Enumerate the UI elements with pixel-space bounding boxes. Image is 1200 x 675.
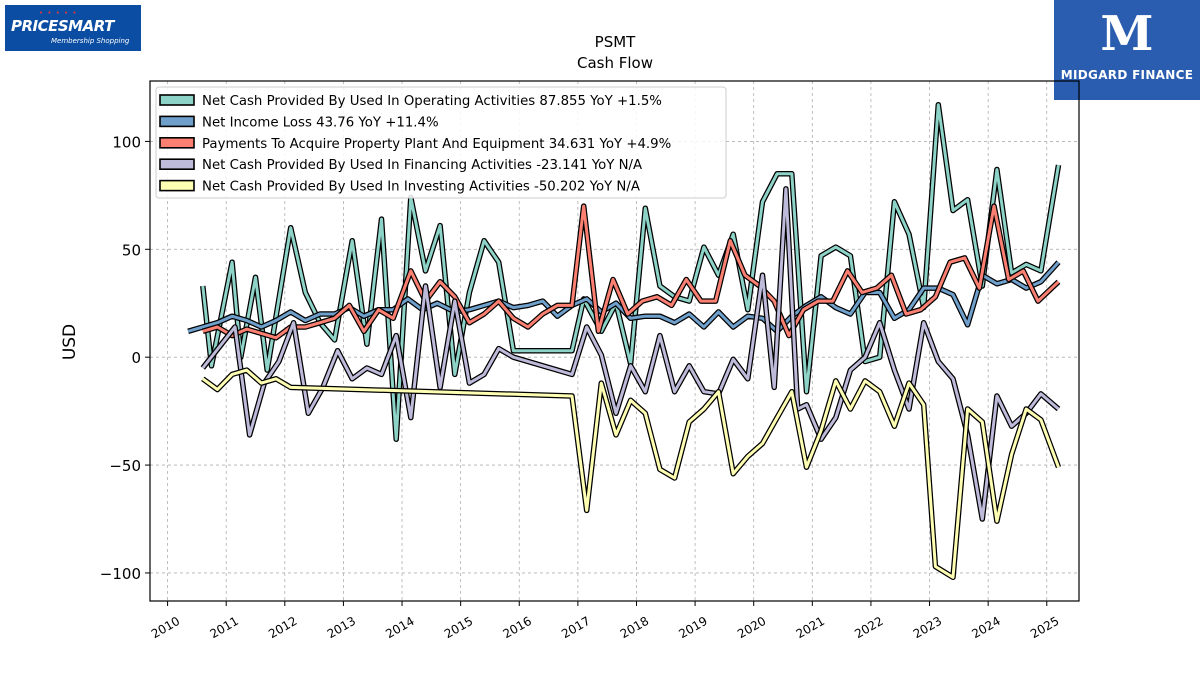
x-ticks: 2010 2011 2012 2013 2014 2015 2016 2017 2018 2019… — [149, 601, 1061, 641]
series-stroke — [201, 187, 1060, 521]
legend-swatch — [159, 115, 195, 128]
y-tick-label: −50 — [109, 457, 141, 475]
x-tick-label: 2019 — [676, 614, 709, 641]
x-tick-label: 2014 — [383, 614, 416, 641]
y-ticks: −100 −50 0 50 100 — [100, 133, 150, 583]
legend-swatch — [159, 179, 195, 192]
legend-label: Net Cash Provided By Used In Financing A… — [202, 158, 642, 173]
x-tick-label: 2025 — [1028, 614, 1061, 641]
y-tick-label: 0 — [131, 349, 141, 367]
legend-swatch — [159, 137, 195, 149]
series-stroke — [201, 368, 1060, 579]
series-line — [187, 260, 1061, 335]
x-tick-label: 2023 — [911, 614, 944, 641]
logo-dots: • • • • • — [39, 9, 78, 17]
x-tick-label: 2010 — [149, 614, 182, 641]
legend-item: Net Income Loss 43.76 YoY +11.4% — [159, 115, 439, 130]
y-tick-label: 50 — [122, 241, 141, 259]
x-tick-label: 2024 — [969, 614, 1002, 641]
y-axis-label: USD — [60, 324, 80, 360]
legend-item: Net Cash Provided By Used In Investing A… — [159, 179, 640, 195]
legend: Net Cash Provided By Used In Operating A… — [155, 86, 727, 199]
legend-label: Net Income Loss 43.76 YoY +11.4% — [202, 115, 439, 130]
legend-item: Net Cash Provided By Used In Financing A… — [159, 158, 642, 173]
y-tick-label: −100 — [100, 565, 141, 583]
series-line — [202, 203, 1061, 341]
legend-item: Payments To Acquire Property Plant And E… — [159, 137, 671, 152]
chart-subtitle: Cash Flow — [577, 54, 653, 72]
x-tick-label: 2017 — [559, 614, 592, 641]
x-tick-label: 2015 — [442, 614, 475, 641]
legend-item: Net Cash Provided By Used In Operating A… — [159, 94, 662, 109]
midgard-mark-icon: M — [1100, 6, 1154, 62]
legend-swatch — [159, 94, 195, 106]
series-layer — [187, 101, 1062, 581]
midgard-finance-logo: M MIDGARD FINANCE — [1054, 0, 1200, 100]
x-tick-label: 2012 — [266, 614, 299, 641]
plot-frame — [149, 80, 1080, 602]
series-stroke — [187, 261, 1060, 333]
legend-box — [155, 86, 727, 199]
series-stroke — [202, 204, 1060, 340]
legend-label: Net Cash Provided By Used In Investing A… — [202, 180, 640, 195]
legend-label: Net Cash Provided By Used In Operating A… — [202, 94, 662, 109]
y-tick-label: 100 — [112, 133, 141, 151]
x-tick-label: 2020 — [735, 614, 768, 641]
legend-swatch — [159, 158, 195, 170]
x-tick-label: 2018 — [618, 614, 651, 641]
x-tick-label: 2011 — [207, 614, 240, 641]
logo-brand-text: PRICESMART — [11, 17, 114, 35]
legend-label: Payments To Acquire Property Plant And E… — [202, 137, 671, 152]
pricesmart-logo: • • • • • PRICESMART Membership Shopping — [5, 5, 141, 51]
x-tick-label: 2022 — [852, 614, 885, 641]
chart-title: PSMT — [595, 33, 637, 51]
x-tick-label: 2016 — [501, 614, 534, 641]
x-tick-label: 2013 — [325, 614, 358, 641]
midgard-name: MIDGARD FINANCE — [1060, 68, 1194, 82]
logo-tagline: Membership Shopping — [51, 37, 130, 45]
x-tick-label: 2021 — [794, 614, 827, 641]
series-line — [201, 367, 1062, 581]
series-line — [200, 186, 1061, 522]
